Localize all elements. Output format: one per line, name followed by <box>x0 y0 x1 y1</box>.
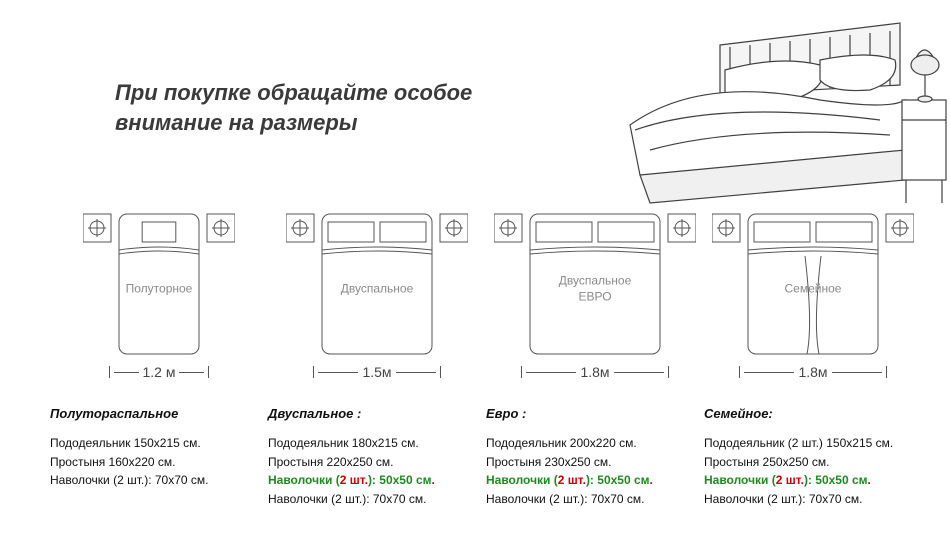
spec-line: Пододеяльник 150х215 см. <box>50 434 268 453</box>
bed-diagram-semeynoe: Семейное <box>712 210 914 358</box>
hero-bed-illustration <box>520 5 950 205</box>
width-indicator-polutornoe: 1.2 м <box>50 364 268 380</box>
width-label: 1.8м <box>580 364 609 380</box>
svg-text:Семейное: Семейное <box>785 281 842 295</box>
specs-title-evro: Евро : <box>486 404 704 424</box>
width-label: 1.2 м <box>143 364 176 380</box>
specs-col-semeynoe: Семейное: Пододеяльник (2 шт.) 150х215 см… <box>704 404 922 509</box>
headline-text: При покупке обращайте особое внимание на… <box>115 78 535 137</box>
bed-diagram-dvuspalnoe: Двуспальное <box>286 210 468 358</box>
bed-col-evro: Двуспальное ЕВРО 1.8м <box>486 210 704 380</box>
bed-col-polutornoe: Полуторное 1.2 м <box>50 210 268 380</box>
spec-line: Простыня 250х250 см. <box>704 453 922 472</box>
width-indicator-evro: 1.8м <box>486 364 704 380</box>
bed-diagram-evro: Двуспальное ЕВРО <box>494 210 696 358</box>
svg-text:Полуторное: Полуторное <box>126 281 193 295</box>
spec-line-accent: Наволочки (2 шт.): 50х50 см. <box>486 471 704 490</box>
spec-line-accent: Наволочки (2 шт.): 50х50 см. <box>704 471 922 490</box>
specs-row: Полутораспальное Пододеяльник 150х215 см.… <box>50 404 922 509</box>
spec-line: Пододеяльник 200х220 см. <box>486 434 704 453</box>
specs-col-polutornoe: Полутораспальное Пододеяльник 150х215 см.… <box>50 404 268 509</box>
specs-col-dvuspalnoe: Двуспальное : Пододеяльник 180х215 см.Про… <box>268 404 486 509</box>
spec-line: Простыня 220х250 см. <box>268 453 486 472</box>
width-label: 1.8м <box>798 364 827 380</box>
bed-col-semeynoe: Семейное 1.8м <box>704 210 922 380</box>
svg-text:Двуспальное: Двуспальное <box>559 273 632 287</box>
width-indicator-semeynoe: 1.8м <box>704 364 922 380</box>
spec-line: Пододеяльник 180х215 см. <box>268 434 486 453</box>
specs-title-polutornoe: Полутораспальное <box>50 404 268 424</box>
spec-line: Наволочки (2 шт.): 70х70 см. <box>486 490 704 509</box>
width-indicator-dvuspalnoe: 1.5м <box>268 364 486 380</box>
width-label: 1.5м <box>362 364 391 380</box>
bed-diagram-polutornoe: Полуторное <box>83 210 235 358</box>
spec-line-accent: Наволочки (2 шт.): 50х50 см. <box>268 471 486 490</box>
svg-text:ЕВРО: ЕВРО <box>578 289 611 303</box>
specs-title-semeynoe: Семейное: <box>704 404 922 424</box>
spec-line: Наволочки (2 шт.): 70х70 см. <box>50 471 268 490</box>
bed-col-dvuspalnoe: Двуспальное 1.5м <box>268 210 486 380</box>
specs-title-dvuspalnoe: Двуспальное : <box>268 404 486 424</box>
svg-text:Двуспальное: Двуспальное <box>341 281 414 295</box>
spec-line: Наволочки (2 шт.): 70х70 см. <box>268 490 486 509</box>
spec-line: Простыня 160х220 см. <box>50 453 268 472</box>
spec-line: Наволочки (2 шт.): 70х70 см. <box>704 490 922 509</box>
specs-col-evro: Евро : Пододеяльник 200х220 см.Простыня 2… <box>486 404 704 509</box>
spec-line: Пододеяльник (2 шт.) 150х215 см. <box>704 434 922 453</box>
spec-line: Простыня 230х250 см. <box>486 453 704 472</box>
beds-row: Полуторное 1.2 м Двуспальное <box>50 210 922 380</box>
